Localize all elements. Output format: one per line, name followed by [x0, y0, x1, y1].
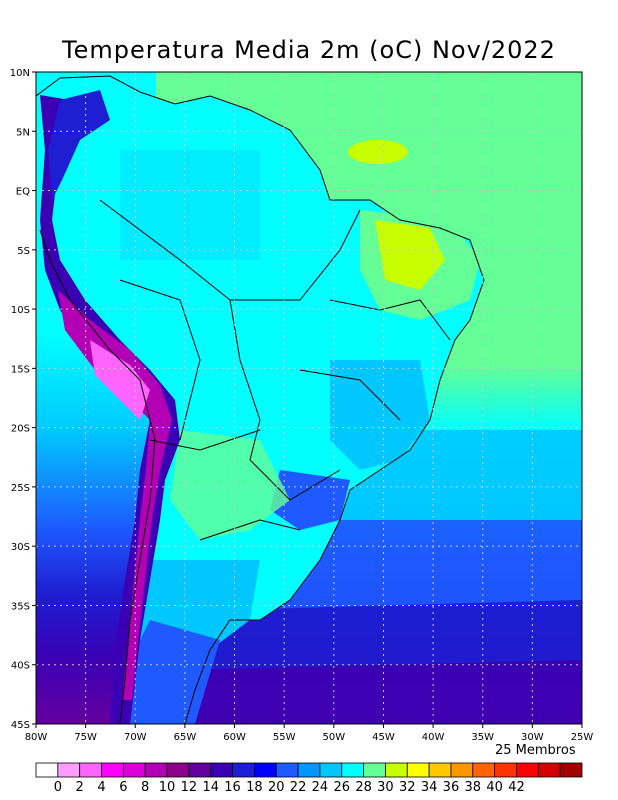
lon-tick-label: 50W — [323, 732, 346, 743]
altiplano-coldest — [90, 340, 150, 420]
colorbar-label: 2 — [76, 780, 84, 795]
lat-tick-label: 15S — [11, 364, 30, 375]
atlantic-band-16 — [200, 600, 582, 670]
lon-tick-label: 25W — [571, 732, 594, 743]
lon-tick-label: 55W — [273, 732, 296, 743]
colorbar-label: 40 — [486, 780, 503, 795]
lon-tick-label: 70W — [124, 732, 147, 743]
warm-patch — [348, 140, 408, 164]
colorbar-swatch — [144, 762, 168, 778]
colorbar-swatch — [35, 762, 59, 778]
colorbar-label: 18 — [246, 780, 263, 795]
lat-tick-label: 10N — [10, 68, 30, 79]
south-cool — [270, 470, 350, 530]
amazon-patch — [120, 150, 260, 260]
colorbar-swatch — [450, 762, 474, 778]
colorbar-label: 38 — [465, 780, 482, 795]
border-7 — [299, 369, 401, 421]
lat-tick-label: 25S — [11, 483, 30, 494]
colorbar-swatch — [210, 762, 233, 778]
lon-tick-label: 60W — [223, 732, 246, 743]
colorbar-label: 42 — [508, 780, 525, 795]
colorbar-swatch — [472, 762, 496, 778]
colorbar-label: 28 — [355, 780, 372, 795]
colorbar-swatch — [275, 762, 299, 778]
colorbar-swatch — [406, 762, 430, 778]
colorbar: 0 2 4 6 8 10 12 14 16 18 20 22 24 26 28 30 32 34 36 38 40 42 — [35, 762, 583, 795]
patagonia-cool — [122, 620, 220, 724]
colorbar-label: 12 — [181, 780, 198, 795]
lon-tick-label: 75W — [74, 732, 97, 743]
lat-tick-label: 20S — [11, 424, 30, 435]
lat-tick-label: EQ — [16, 187, 30, 198]
colorbar-label: 0 — [54, 780, 62, 795]
colorbar-swatch — [297, 762, 321, 778]
colorbar-swatch — [101, 762, 124, 778]
colorbar-swatch — [537, 762, 561, 778]
colorbar-swatch — [428, 762, 452, 778]
colorbar-swatch — [516, 762, 539, 778]
lat-tick-label: 5S — [17, 246, 30, 257]
lon-tick-label: 45W — [372, 732, 395, 743]
lat-tick-label: 40S — [11, 661, 30, 672]
border-6 — [329, 299, 451, 341]
colorbar-label: 14 — [202, 780, 219, 795]
colorbar-label: 24 — [312, 780, 329, 795]
lat-tick-label: 5N — [16, 127, 30, 138]
lon-tick-label: 30W — [521, 732, 544, 743]
colorbar-swatch — [559, 762, 583, 778]
colorbar-swatch — [188, 762, 212, 778]
map-title: Temperatura Media 2m (oC) Nov/2022 — [62, 36, 556, 64]
colorbar-label: 22 — [290, 780, 307, 795]
border-3 — [230, 209, 361, 301]
atlantic-band-12 — [170, 660, 582, 724]
colorbar-swatch — [385, 762, 408, 778]
border-2 — [119, 279, 201, 441]
colorbar-swatch — [319, 762, 343, 778]
colorbar-swatch — [122, 762, 146, 778]
colorbar-label: 34 — [421, 780, 438, 795]
lon-tick-label: 35W — [471, 732, 494, 743]
colorbar-swatch — [57, 762, 81, 778]
lon-tick-label: 65W — [174, 732, 197, 743]
colorbar-swatch — [494, 762, 517, 778]
lat-tick-label: 45S — [11, 720, 30, 731]
border-5 — [199, 519, 301, 541]
plot-frame — [35, 71, 583, 725]
colorbar-label: 10 — [159, 780, 176, 795]
coastline-west — [39, 229, 156, 724]
lat-tick-label: 35S — [11, 601, 30, 612]
colorbar-swatch — [341, 762, 365, 778]
border-4 — [149, 429, 261, 451]
lat-tick-label: 10S — [11, 305, 30, 316]
colorbar-label: 30 — [377, 780, 394, 795]
atlantic-band-20 — [250, 520, 582, 610]
north-andes-cold — [48, 90, 110, 200]
colorbar-swatch — [166, 762, 190, 778]
colorbar-label: 26 — [333, 780, 350, 795]
coastline-east — [36, 75, 485, 724]
lon-tick-label: 40W — [422, 732, 445, 743]
colorbar-label: 16 — [224, 780, 241, 795]
chaco-warm — [170, 430, 290, 540]
colorbar-swatch — [253, 762, 277, 778]
northeast-hot — [375, 220, 445, 290]
colorbar-swatch — [79, 762, 102, 778]
lon-tick-label: 80W — [25, 732, 48, 743]
field-layer — [36, 72, 582, 724]
colorbar-swatch — [363, 762, 386, 778]
colorbar-label: 32 — [399, 780, 416, 795]
lat-tick-label: 30S — [11, 542, 30, 553]
colorbar-swatch — [232, 762, 255, 778]
southeast-cool — [330, 360, 430, 470]
members-label: 25 Membros — [495, 743, 576, 758]
colorbar-label: 36 — [443, 780, 460, 795]
colorbar-label: 6 — [119, 780, 127, 795]
gridlines — [36, 72, 582, 724]
colorbar-label: 4 — [97, 780, 105, 795]
colorbar-label: 8 — [141, 780, 149, 795]
colorbar-label: 20 — [268, 780, 285, 795]
